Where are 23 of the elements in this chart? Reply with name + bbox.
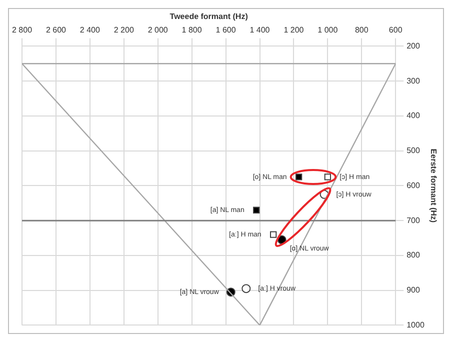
x-tick-label: 2 200 — [114, 26, 134, 35]
x-tick-label: 1 000 — [318, 26, 338, 35]
y-tick-label: 700 — [406, 216, 420, 225]
y-tick-label: 400 — [406, 111, 420, 120]
y-tick-label: 200 — [406, 41, 420, 50]
x-tick-label: 800 — [354, 26, 369, 35]
y-tick-label: 1000 — [406, 320, 425, 330]
x-tick-label: 1 200 — [284, 26, 304, 35]
y-tick-label: 900 — [406, 286, 420, 295]
y-tick-label: 600 — [406, 180, 420, 190]
y-axis-title: Eerste formant (Hz) — [428, 148, 438, 223]
x-tick-label: 2 600 — [46, 26, 67, 35]
x-tick-label: 1 400 — [250, 26, 270, 35]
x-axis-title: Tweede formant (Hz) — [170, 12, 248, 22]
x-tick-label: 1 800 — [182, 26, 202, 35]
y-tick-label: 300 — [406, 76, 420, 86]
x-tick-label: 600 — [388, 26, 403, 35]
x-tick-label: 2 800 — [12, 26, 33, 35]
y-tick-label: 500 — [406, 146, 420, 156]
y-tick-label: 800 — [406, 250, 420, 260]
x-tick-label: 1 600 — [216, 26, 236, 35]
x-tick-label: 2 400 — [80, 26, 100, 35]
x-tick-label: 2 000 — [148, 26, 168, 35]
